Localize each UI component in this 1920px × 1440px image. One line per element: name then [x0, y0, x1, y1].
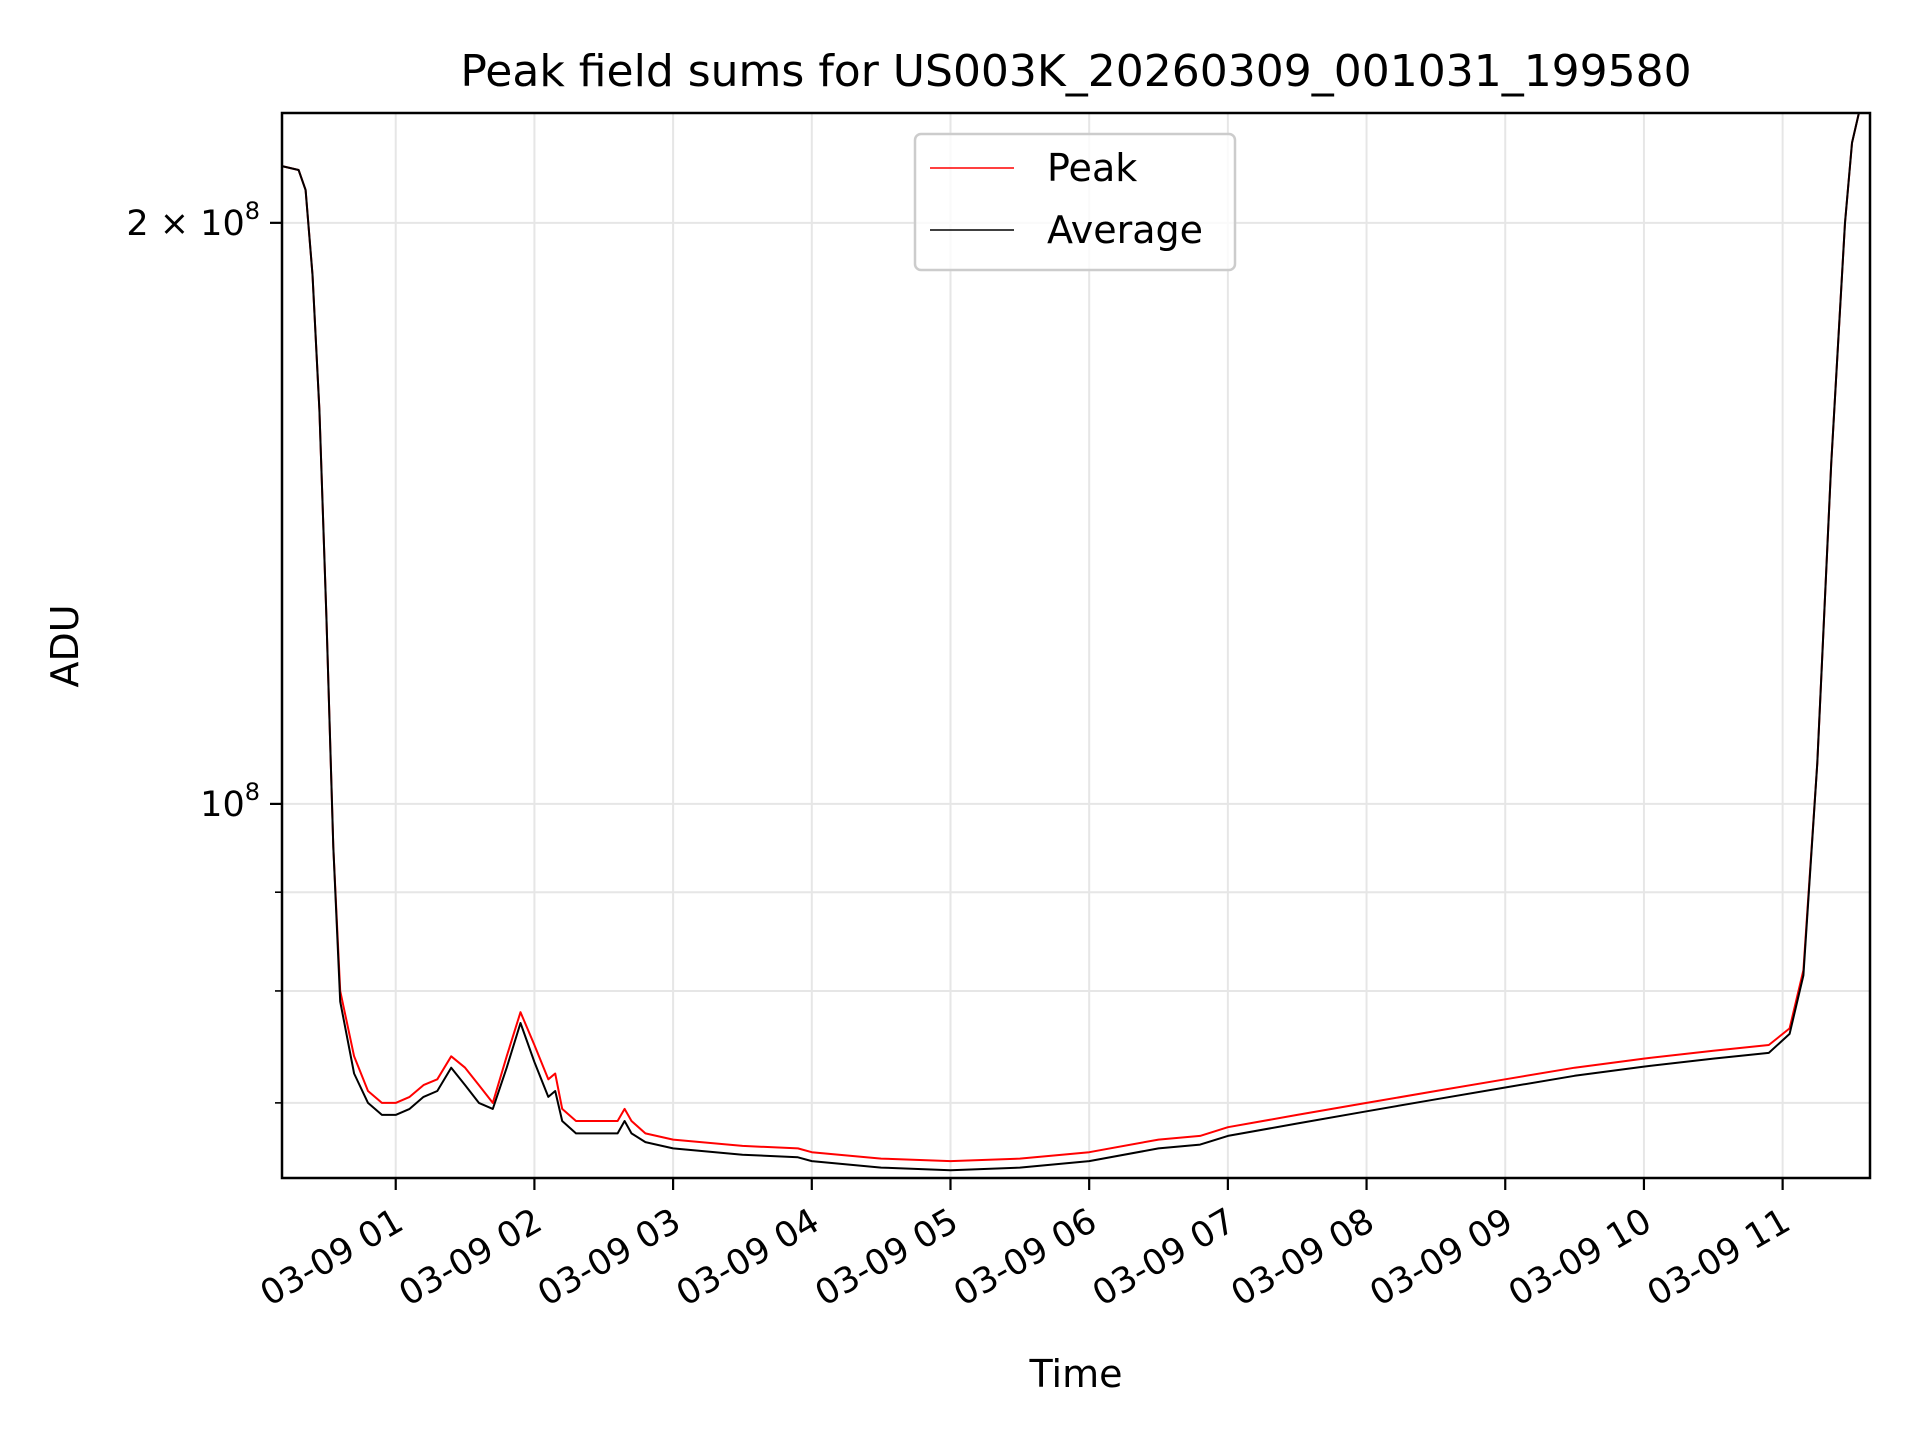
chart-title: Peak field sums for US003K_20260309_0010…: [460, 46, 1691, 97]
series-line-peak: [281, 112, 1870, 1163]
x-axis-label: Time: [1029, 1352, 1123, 1396]
legend-label-peak: Peak: [1047, 146, 1137, 190]
grid: [282, 113, 1870, 1178]
series-line-average: [281, 112, 1870, 1172]
series-lines: [281, 112, 1870, 1172]
y-tick-label: 2 × 108: [126, 197, 260, 244]
legend-label-average: Average: [1047, 208, 1203, 252]
y-axis-label: ADU: [43, 604, 87, 687]
plot-frame: [280, 111, 1872, 1180]
legend: Peak Average: [913, 132, 1237, 272]
